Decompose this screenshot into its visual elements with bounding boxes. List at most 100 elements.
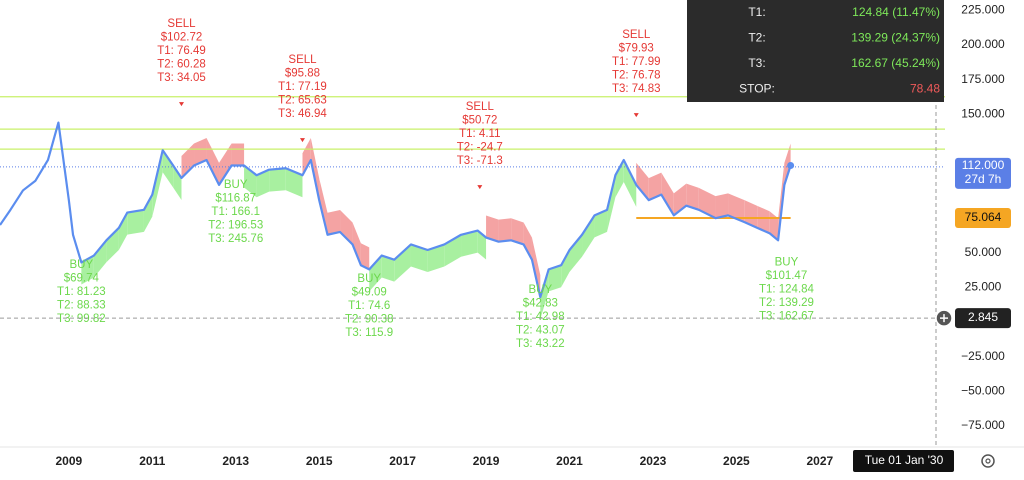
annotation-text: $102.72 — [161, 31, 203, 43]
x-tick-label: 2025 — [723, 454, 750, 468]
sell-marker — [178, 102, 184, 107]
trend-fill — [106, 227, 119, 263]
annotation-text: T2: -24.7 — [457, 141, 503, 153]
annotation-text: $49.09 — [352, 286, 387, 298]
stop-label: 75.064 — [965, 210, 1002, 224]
annotation-text: T3: 74.83 — [612, 83, 661, 95]
trend-fill — [531, 237, 541, 298]
trend-fill — [194, 137, 207, 166]
trend-fill — [369, 255, 382, 292]
annotation-text: BUY — [70, 259, 94, 271]
annotation-text: $42.83 — [523, 298, 558, 310]
annotation-text: $95.88 — [285, 67, 320, 79]
trend-fill — [561, 249, 570, 288]
trend-fill — [623, 159, 637, 207]
trend-fill — [181, 143, 195, 178]
x-tick-label: 2011 — [139, 454, 165, 468]
trend-fill — [410, 244, 428, 272]
trend-fill — [477, 230, 487, 260]
table-label: T1: — [748, 5, 765, 19]
trend-fill — [93, 240, 107, 278]
trend-fill — [302, 137, 311, 176]
annotation-text: T1: 166.1 — [211, 206, 260, 218]
annotation-text: $69.74 — [64, 273, 100, 285]
trend-fill — [648, 172, 662, 201]
trend-fill — [327, 209, 341, 235]
trend-fill — [486, 215, 499, 242]
y-crosshair-tag — [955, 308, 1011, 329]
last-point — [787, 162, 795, 170]
price-line — [0, 121, 792, 299]
annotation-text: $101.47 — [766, 270, 808, 282]
x-tick-label: 2017 — [389, 454, 416, 468]
trend-fill — [360, 243, 370, 270]
table-label: T3: — [748, 56, 765, 70]
table-background — [687, 0, 944, 102]
trend-fill — [231, 143, 245, 166]
annotation-text: T2: 88.33 — [57, 300, 106, 312]
trend-fill — [352, 222, 361, 266]
annotation-text: T1: 81.23 — [57, 286, 106, 298]
trend-fill — [594, 209, 608, 238]
gear[interactable] — [981, 454, 995, 468]
annotation-text: $116.87 — [215, 192, 256, 204]
trend-fill — [340, 209, 353, 245]
annotation-text: SELL — [288, 54, 317, 66]
annotation-text: T3: 34.05 — [157, 72, 206, 84]
y-tick-label: 225.000 — [961, 3, 1005, 17]
annotation-text: T1: 76.49 — [157, 45, 206, 57]
x-crosshair-label: Tue 01 Jan '30 — [865, 453, 944, 467]
annotation-text: T2: 65.63 — [278, 94, 327, 106]
trend-fill — [698, 187, 716, 219]
trend-fill — [118, 212, 128, 250]
trend-fill — [461, 230, 478, 257]
trend-fill — [636, 162, 649, 201]
annotation-text: T2: 139.29 — [759, 297, 814, 309]
annotation-text: SELL — [622, 29, 651, 41]
x-tick-label: 2021 — [556, 454, 583, 468]
annotation-text: BUY — [528, 284, 552, 296]
annotation-text: BUY — [224, 179, 248, 191]
annotation-text: $50.72 — [462, 114, 497, 126]
trend-fill — [715, 193, 729, 219]
annotation-text: T3: 162.67 — [759, 310, 814, 322]
annotation-text: T3: -71.3 — [457, 155, 503, 167]
trend-fill — [607, 175, 616, 232]
trend-fill — [757, 205, 770, 234]
x-tick-label: 2009 — [55, 454, 82, 468]
annotation-text: BUY — [357, 273, 381, 285]
x-tick-label: 2027 — [806, 454, 833, 468]
y-tick-label: 50.000 — [965, 245, 1002, 259]
trend-fill — [143, 194, 153, 232]
annotation-text: T1: 124.84 — [759, 283, 815, 295]
x-tick-label: 2019 — [473, 454, 500, 468]
trend-fill — [615, 159, 624, 198]
trend-fill — [285, 168, 303, 198]
trend-fill — [498, 218, 512, 242]
gear-center[interactable] — [985, 458, 991, 464]
annotation-text: SELL — [466, 101, 495, 113]
plus-sign — [940, 314, 948, 323]
y-tick-label: 200.000 — [961, 37, 1005, 51]
settings-icon[interactable] — [981, 454, 995, 468]
countdown-label: 27d 7h — [965, 172, 1002, 186]
trend-fill — [511, 218, 524, 245]
annotation-text: T1: 4.11 — [459, 128, 500, 140]
y-tick-label: 150.000 — [961, 106, 1005, 120]
annotation-text: T2: 90.38 — [345, 313, 394, 325]
table-value: 78.48 — [910, 82, 940, 96]
table-value: 124.84 (11.47%) — [852, 5, 940, 19]
trend-fill — [173, 165, 182, 200]
trend-fill — [569, 234, 583, 272]
annotation-text: T1: 42.98 — [516, 311, 565, 323]
annotation-text: T2: 76.78 — [612, 69, 661, 81]
annotation-text: T1: 77.99 — [612, 56, 661, 68]
y-tick-label: 175.000 — [961, 72, 1005, 86]
targets-table: T1: 124.84 (11.47%) T2: 139.29 (24.37%) T3: 1… — [687, 0, 944, 102]
sell-marker — [633, 113, 639, 118]
y-crosshair-label: 2.845 — [968, 310, 998, 324]
y-tick-label: −50.000 — [961, 383, 1005, 397]
x-tick-label: 2015 — [306, 454, 333, 468]
trend-fill — [540, 269, 549, 320]
